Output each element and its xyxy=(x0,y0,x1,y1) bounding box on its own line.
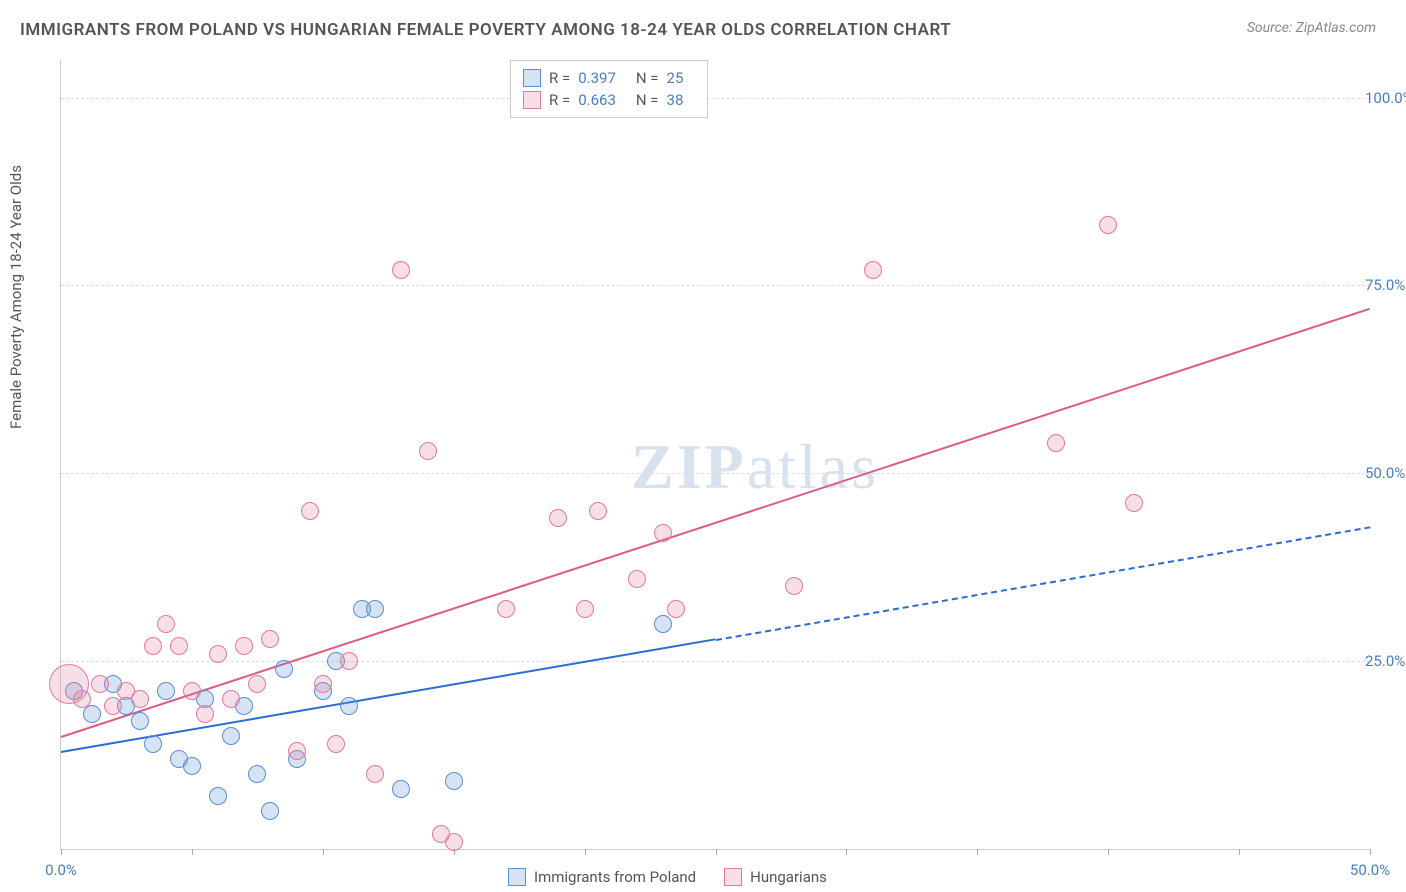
ytick-label: 75.0% xyxy=(1365,276,1406,294)
data-point-hungarians xyxy=(628,570,646,588)
xtick-mark xyxy=(61,849,62,855)
data-point-poland xyxy=(157,682,175,700)
watermark-zip: ZIP xyxy=(631,431,747,502)
data-point-poland xyxy=(654,615,672,633)
xtick-mark xyxy=(1239,849,1240,855)
legend-item-poland: Immigrants from Poland xyxy=(508,868,696,886)
trendline-hungarians xyxy=(61,308,1371,738)
data-point-poland xyxy=(340,697,358,715)
data-point-hungarians xyxy=(667,600,685,618)
data-point-hungarians xyxy=(91,675,109,693)
y-axis-label: Female Poverty Among 18-24 Year Olds xyxy=(7,165,25,429)
xtick-label: 50.0% xyxy=(1350,861,1390,879)
data-point-hungarians xyxy=(419,442,437,460)
data-point-hungarians xyxy=(170,637,188,655)
data-point-hungarians xyxy=(654,524,672,542)
data-point-poland xyxy=(209,787,227,805)
trendline-dash-poland xyxy=(715,526,1370,641)
data-point-hungarians xyxy=(864,261,882,279)
xtick-mark xyxy=(192,849,193,855)
legend-row-hungarians: R = 0.663 N = 38 xyxy=(523,89,695,111)
data-point-hungarians xyxy=(497,600,515,618)
legend-swatch xyxy=(724,868,742,886)
data-point-hungarians xyxy=(183,682,201,700)
data-point-hungarians xyxy=(222,690,240,708)
data-point-hungarians xyxy=(144,637,162,655)
legend-swatch xyxy=(523,91,541,109)
data-point-hungarians xyxy=(248,675,266,693)
legend-r-label: R = xyxy=(549,69,570,87)
data-point-poland xyxy=(261,802,279,820)
data-point-hungarians xyxy=(589,502,607,520)
data-point-poland xyxy=(366,600,384,618)
xtick-label: 0.0% xyxy=(45,861,77,879)
legend-n-label: N = xyxy=(636,69,659,87)
data-point-hungarians xyxy=(288,742,306,760)
legend-swatch xyxy=(523,69,541,87)
data-point-poland xyxy=(275,660,293,678)
data-point-poland xyxy=(144,735,162,753)
legend-swatch xyxy=(508,868,526,886)
xtick-mark xyxy=(1370,849,1371,855)
data-point-hungarians xyxy=(314,675,332,693)
data-point-hungarians xyxy=(576,600,594,618)
xtick-mark xyxy=(716,849,717,855)
legend-item-hungarians: Hungarians xyxy=(724,868,827,886)
xtick-mark xyxy=(323,849,324,855)
legend-series: Immigrants from Poland Hungarians xyxy=(500,866,835,888)
data-point-poland xyxy=(445,772,463,790)
data-point-hungarians xyxy=(1099,216,1117,234)
xtick-mark xyxy=(1108,849,1109,855)
legend-r-value: 0.397 xyxy=(578,69,616,87)
ytick-label: 100.0% xyxy=(1365,89,1406,107)
ytick-label: 50.0% xyxy=(1365,464,1406,482)
data-point-hungarians xyxy=(785,577,803,595)
data-point-hungarians xyxy=(261,630,279,648)
data-point-poland xyxy=(131,712,149,730)
data-point-hungarians xyxy=(340,652,358,670)
data-point-hungarians xyxy=(1047,434,1065,452)
data-point-poland xyxy=(83,705,101,723)
data-point-poland xyxy=(183,757,201,775)
legend-label: Immigrants from Poland xyxy=(534,868,696,886)
legend-r-value: 0.663 xyxy=(578,91,616,109)
legend-row-poland: R = 0.397 N = 25 xyxy=(523,67,695,89)
watermark: ZIPatlas xyxy=(631,430,879,504)
ytick-label: 25.0% xyxy=(1365,652,1406,670)
legend-r-label: R = xyxy=(549,91,570,109)
data-point-hungarians xyxy=(73,690,91,708)
data-point-hungarians xyxy=(392,261,410,279)
data-point-hungarians xyxy=(131,690,149,708)
xtick-mark xyxy=(977,849,978,855)
legend-label: Hungarians xyxy=(750,868,827,886)
gridline-h xyxy=(61,473,1370,474)
legend-n-value: 25 xyxy=(667,69,684,87)
data-point-hungarians xyxy=(445,833,463,851)
xtick-mark xyxy=(846,849,847,855)
data-point-hungarians xyxy=(235,637,253,655)
gridline-h xyxy=(61,98,1370,99)
data-point-hungarians xyxy=(104,697,122,715)
gridline-h xyxy=(61,285,1370,286)
plot-area: ZIPatlas 25.0%50.0%75.0%100.0%0.0%50.0% xyxy=(60,60,1370,850)
legend-correlation: R = 0.397 N = 25 R = 0.663 N = 38 xyxy=(510,60,708,118)
legend-n-value: 38 xyxy=(667,91,684,109)
data-point-hungarians xyxy=(209,645,227,663)
legend-n-label: N = xyxy=(636,91,659,109)
data-point-hungarians xyxy=(157,615,175,633)
data-point-hungarians xyxy=(196,705,214,723)
data-point-hungarians xyxy=(366,765,384,783)
data-point-hungarians xyxy=(327,735,345,753)
data-point-poland xyxy=(222,727,240,745)
data-point-hungarians xyxy=(549,509,567,527)
data-point-hungarians xyxy=(1125,494,1143,512)
data-point-hungarians xyxy=(301,502,319,520)
data-point-poland xyxy=(392,780,410,798)
data-point-poland xyxy=(248,765,266,783)
xtick-mark xyxy=(585,849,586,855)
gridline-h xyxy=(61,661,1370,662)
chart-title: IMMIGRANTS FROM POLAND VS HUNGARIAN FEMA… xyxy=(20,20,951,40)
source-label: Source: ZipAtlas.com xyxy=(1247,20,1376,36)
